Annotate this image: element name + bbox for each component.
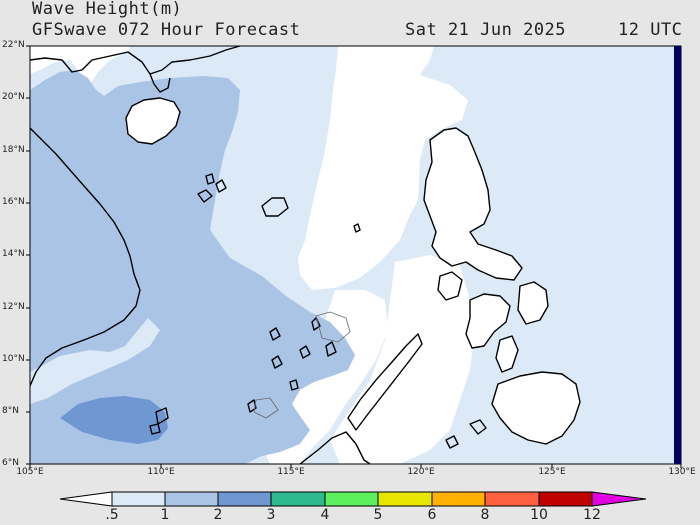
colorbar [59, 491, 647, 507]
coast-spratly-9 [247, 399, 257, 413]
colorbar-seg-4 [324, 491, 379, 507]
coast-macclesfield [261, 197, 289, 217]
colorbar-label-7: 8 [480, 507, 490, 523]
coast-visayas [465, 293, 511, 349]
coast-samar [517, 281, 549, 325]
coast-vietnam [30, 127, 141, 387]
lon-label-105: 105°E [16, 467, 44, 477]
colorbar-label-4: 4 [320, 507, 330, 523]
colorbar-label-5: 5 [373, 507, 383, 523]
reef-spratly [315, 311, 351, 343]
colorbar-seg-8 [538, 491, 593, 507]
lon-label-120: 120°E [407, 467, 435, 477]
coast-spratly-1 [269, 327, 281, 341]
wave-band-2-3 [60, 396, 168, 444]
lon-label-125: 125°E [538, 467, 566, 477]
coast-mindanao [491, 371, 581, 445]
forecast-model: GFSwave 072 Hour Forecast [32, 20, 301, 40]
coast-south-china [30, 46, 241, 75]
coast-paracel-1 [197, 189, 213, 203]
coast-mindoro [437, 271, 463, 301]
coast-isle-small [353, 223, 361, 233]
colorbar-label-1: 1 [160, 507, 170, 523]
wave-band-calm-central [298, 46, 468, 290]
colorbar-label-0: .5 [105, 507, 119, 523]
coast-paracel-3 [205, 173, 215, 185]
axis-ticks [26, 45, 682, 468]
coast-spratly-3 [325, 341, 337, 357]
colorbar-seg-7 [484, 491, 540, 507]
colorbar-seg-3 [270, 491, 326, 507]
wave-band-05-1-inner [30, 318, 160, 404]
colorbar-seg-2 [217, 491, 272, 507]
coast-leizhou [149, 73, 171, 93]
colorbar-seg-0 [111, 491, 166, 507]
lat-label-8: 8°N [2, 406, 19, 416]
lon-label-110: 110°E [147, 467, 175, 477]
colorbar-label-8: 10 [530, 507, 548, 523]
reef-paracel [253, 397, 279, 419]
coast-spratly-5 [149, 423, 161, 435]
forecast-date: Sat 21 Jun 2025 [405, 20, 567, 40]
reef-outlines [253, 311, 351, 419]
colorbar-seg-5 [377, 491, 433, 507]
colorbar-label-3: 3 [266, 507, 276, 523]
coastlines [30, 46, 581, 464]
lat-label-16: 16°N [2, 197, 25, 207]
lat-label-10: 10°N [2, 354, 25, 364]
map-area [30, 46, 681, 464]
colorbar-high-arrow [591, 491, 647, 507]
lat-label-18: 18°N [2, 145, 25, 155]
lat-label-14: 14°N [2, 249, 25, 259]
coast-negros [495, 335, 519, 373]
coast-borneo-north [299, 431, 371, 464]
lat-label-22: 22°N [2, 40, 25, 50]
colorbar-label-9: 12 [583, 507, 601, 523]
colorbar-seg-6 [431, 491, 486, 507]
forecast-time: 12 UTC [618, 20, 683, 40]
coast-luzon [423, 127, 523, 281]
colorbar-label-2: 2 [213, 507, 223, 523]
map-right-edge [674, 46, 681, 464]
wave-band-calm-east-sea [330, 255, 475, 464]
lon-label-115: 115°E [277, 467, 305, 477]
coast-hainan [125, 97, 181, 145]
lon-label-130: 130°E [668, 467, 696, 477]
lat-label-20: 20°N [2, 92, 25, 102]
coast-palawan [347, 333, 423, 431]
lat-label-12: 12°N [2, 302, 25, 312]
colorbar-low-arrow [59, 491, 113, 507]
coast-spratly-2 [299, 345, 311, 359]
chart-title: Wave Height(m) [32, 0, 183, 19]
coast-spratly-6 [271, 355, 283, 369]
coast-spratly-4 [155, 407, 169, 425]
lat-label-6: 6°N [2, 458, 19, 468]
colorbar-seg-1 [164, 491, 219, 507]
colorbar-label-6: 6 [427, 507, 437, 523]
coast-spratly-8 [311, 317, 321, 331]
coast-sulu-2 [445, 435, 459, 449]
coast-spratly-7 [289, 379, 299, 391]
coast-paracel-2 [215, 179, 227, 193]
coast-sulu [469, 419, 487, 435]
